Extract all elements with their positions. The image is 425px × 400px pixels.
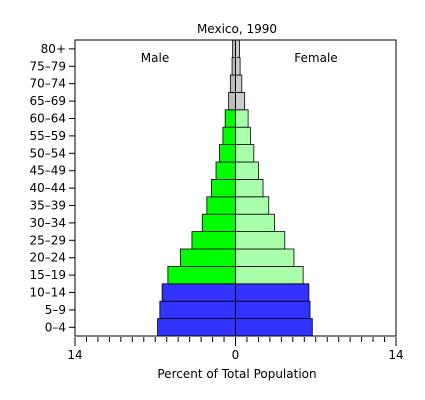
plot-frame: [74, 39, 397, 337]
legend-male: Male: [141, 51, 169, 65]
bar-female-10: [235, 144, 255, 163]
y-tick-label-11: 55–59: [29, 129, 66, 143]
bar-male-0: [157, 318, 236, 337]
bar-male-6: [201, 213, 236, 232]
legend-female: Female: [294, 51, 337, 65]
y-tick-label-12: 60–64: [29, 112, 66, 126]
bar-male-5: [191, 231, 236, 250]
y-tick-label-13: 65–69: [29, 94, 66, 108]
bar-male-2: [161, 283, 236, 302]
bar-male-1: [159, 300, 236, 320]
bar-female-8: [235, 178, 264, 198]
y-tick-label-14: 70–74: [29, 77, 66, 91]
y-tick-label-9: 45–49: [29, 164, 66, 178]
bar-female-4: [235, 248, 295, 267]
bar-male-7: [206, 196, 236, 215]
bar-male-10: [219, 144, 236, 163]
x-axis-label: Percent of Total Population: [157, 367, 316, 381]
y-tick-label-2: 10–14: [29, 286, 66, 300]
bar-female-0: [235, 318, 313, 337]
bar-female-2: [235, 283, 310, 302]
y-tick-label-8: 40–44: [29, 181, 66, 195]
x-tick-label-2: 14: [388, 348, 403, 362]
bar-female-12: [235, 109, 249, 128]
bar-male-8: [211, 178, 236, 198]
bar-male-3: [167, 265, 236, 285]
bar-female-9: [235, 161, 259, 180]
y-tick-label-16: 80+: [41, 42, 66, 56]
y-tick-label-10: 50–54: [29, 146, 66, 160]
y-tick-label-4: 20–24: [29, 251, 66, 265]
bar-male-4: [180, 248, 236, 267]
bar-female-15: [235, 57, 241, 76]
chart-title: Mexico, 1990: [197, 22, 277, 36]
y-tick-label-5: 25–29: [29, 233, 66, 247]
bar-female-11: [235, 126, 251, 145]
bar-female-1: [235, 300, 311, 320]
bar-male-9: [215, 161, 236, 180]
bar-female-13: [235, 92, 246, 111]
bar-male-14: [229, 74, 236, 93]
x-tick-label-1: 0: [232, 348, 240, 362]
bar-male-15: [231, 57, 236, 76]
y-tick-label-6: 30–34: [29, 216, 66, 230]
y-tick-label-1: 5–9: [45, 303, 66, 317]
bar-female-3: [235, 265, 304, 285]
y-tick-label-7: 35–39: [29, 199, 66, 213]
bar-female-16: [235, 39, 240, 59]
y-tick-label-15: 75–79: [29, 59, 66, 73]
x-axis: 14 0 14: [67, 337, 404, 362]
y-tick-label-3: 15–19: [29, 268, 66, 282]
bar-female-6: [235, 213, 275, 232]
bar-male-11: [222, 126, 236, 145]
x-tick-label-0: 14: [67, 348, 82, 362]
bar-female-5: [235, 231, 286, 250]
bar-female-7: [235, 196, 270, 215]
y-tick-label-0: 0–4: [45, 320, 66, 334]
bar-male-13: [228, 92, 236, 111]
age-group-labels: 0–4 5–9 10–14 15–19 20–24 25–29 30–34 35–39 40–4…: [29, 42, 75, 334]
bar-female-14: [235, 74, 243, 93]
bar-male-12: [224, 109, 236, 128]
bars-group: [157, 39, 313, 337]
